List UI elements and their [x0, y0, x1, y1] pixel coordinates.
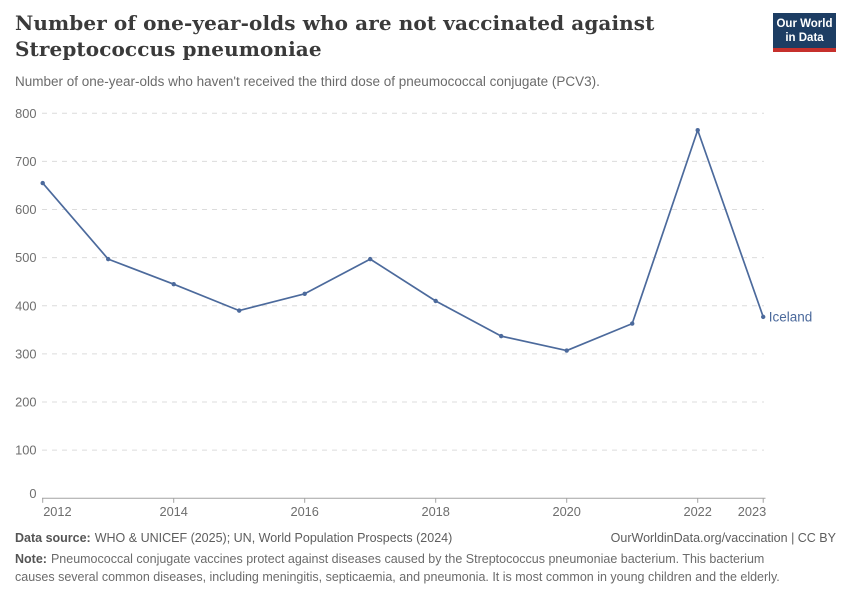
y-axis-tick-label: 200 — [15, 395, 36, 410]
y-axis-tick-label: 100 — [15, 443, 36, 458]
y-axis-tick-label: 300 — [15, 346, 36, 361]
data-line — [42, 129, 765, 352]
footer-note: Note: Pneumococcal conjugate vaccines pro… — [15, 551, 805, 586]
y-axis-tick-label: 500 — [15, 250, 36, 265]
data-point — [368, 256, 373, 262]
data-point — [695, 127, 700, 133]
chart-subtitle: Number of one-year-olds who haven't rece… — [15, 74, 600, 89]
data-point — [630, 321, 635, 326]
y-axis-tick-label: 700 — [15, 154, 36, 169]
data-point — [237, 308, 242, 313]
data-source: Data source: WHO & UNICEF (2025); UN, Wor… — [15, 531, 452, 545]
data-source-text: WHO & UNICEF (2025); UN, World Populatio… — [94, 531, 453, 545]
x-axis-tick-label: 2022 — [683, 504, 711, 519]
data-point — [302, 291, 307, 296]
x-axis-tick-label: 2016 — [290, 504, 318, 519]
data-source-label: Data source: — [15, 531, 91, 545]
owid-logo[interactable]: Our World in Data — [773, 13, 836, 52]
series-end-label: Iceland — [769, 309, 813, 324]
data-point — [564, 348, 569, 353]
footer-source-row: Data source: WHO & UNICEF (2025); UN, Wor… — [15, 531, 836, 545]
citation-link[interactable]: OurWorldinData.org/vaccination | CC BY — [610, 531, 836, 545]
chart-title: Number of one-year-olds who are not vacc… — [15, 10, 655, 62]
y-axis-tick-label: 800 — [15, 106, 36, 121]
chart-title-line1: Number of one-year-olds who are not vacc… — [15, 11, 655, 35]
y-axis-tick-label: 400 — [15, 298, 36, 313]
chart-title-line2: Streptococcus pneumoniae — [15, 37, 322, 61]
data-point — [106, 256, 111, 262]
y-axis-tick-label: 0 — [29, 486, 36, 501]
line-chart: 0 100 200 300 400 500 600 700 800 2012 2014 2016 201… — [15, 106, 813, 519]
data-point — [171, 281, 176, 287]
data-point — [499, 333, 504, 339]
x-axis-tick-label: 2018 — [421, 504, 449, 519]
note-label: Note: — [15, 552, 47, 566]
x-axis-tick-label: 2020 — [552, 504, 580, 519]
x-axis-tick-label: 2014 — [159, 504, 187, 519]
data-point — [433, 298, 438, 304]
note-text: Pneumococcal conjugate vaccines protect … — [15, 552, 780, 584]
data-point — [40, 180, 45, 186]
x-axis-tick-label: 2023 — [738, 504, 766, 519]
owid-logo-line2: in Data — [785, 32, 824, 44]
x-axis-tick-label: 2012 — [43, 504, 71, 519]
y-axis-tick-label: 600 — [15, 202, 36, 217]
data-point — [761, 314, 766, 320]
owid-logo-line1: Our World — [776, 18, 833, 30]
